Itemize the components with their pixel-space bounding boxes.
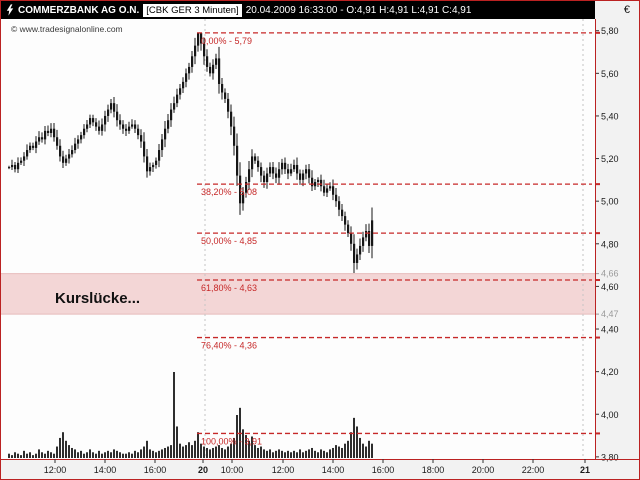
fib-label-0: 0,00% - 5,79 <box>201 36 252 46</box>
x-tick-label: 22:00 <box>522 465 545 475</box>
x-tick-label: 10:00 <box>221 465 244 475</box>
x-tick-label: 21 <box>580 465 590 475</box>
fib-label-4: 76,40% - 4,36 <box>201 341 257 351</box>
currency-unit-label: € <box>595 1 639 19</box>
x-tick-label: 18:00 <box>422 465 445 475</box>
symbol-badge[interactable]: [CBK GER 3 Minuten] <box>143 3 242 17</box>
y-tick-label: 5,00 <box>601 197 619 207</box>
y-tick-label: 5,80 <box>601 26 619 36</box>
x-tick-label: 20:00 <box>472 465 495 475</box>
y-tick-label: 5,40 <box>601 111 619 121</box>
y-tick-label: 3,80 <box>601 452 619 462</box>
instrument-title: COMMERZBANK AG O.N. <box>18 4 140 16</box>
candlestick-series <box>8 32 374 273</box>
y-tick-label: 4,80 <box>601 239 619 249</box>
gap-price-label: 4,47 <box>601 309 619 319</box>
x-tick-label: 12:00 <box>272 465 295 475</box>
titlebar-content: COMMERZBANK AG O.N. [CBK GER 3 Minuten] … <box>1 1 595 19</box>
fib-label-2: 50,00% - 4,85 <box>201 236 257 246</box>
fib-label-3: 61,80% - 4,63 <box>201 283 257 293</box>
lightning-icon <box>6 4 14 16</box>
x-tick-label: 16:00 <box>372 465 395 475</box>
watermark: © www.tradesignalonline.com <box>11 24 123 34</box>
y-tick-label: 5,20 <box>601 154 619 164</box>
x-tick-label: 20 <box>198 465 208 475</box>
gap-price-label: 4,66 <box>601 269 619 279</box>
titlebar: COMMERZBANK AG O.N. [CBK GER 3 Minuten] … <box>1 1 639 19</box>
y-tick-label: 4,60 <box>601 282 619 292</box>
price-chart[interactable]: © www.tradesignalonline.com 0,00% - 5,79 3… <box>1 19 639 479</box>
session-info: 20.04.2009 16:33:00 - O:4,91 H:4,91 L:4,… <box>245 4 472 16</box>
y-tick-label: 4,40 <box>601 325 619 335</box>
gap-annotation: Kurslücke... <box>55 290 140 307</box>
x-tick-label: 14:00 <box>322 465 345 475</box>
y-tick-label: 5,60 <box>601 69 619 79</box>
fib-label-1: 38,20% - 5,08 <box>201 187 257 197</box>
x-tick-label: 14:00 <box>94 465 117 475</box>
x-tick-label: 12:00 <box>44 465 67 475</box>
fib-label-5: 100,00% - 3,91 <box>201 436 262 446</box>
volume-series <box>8 372 373 458</box>
y-tick-label: 4,00 <box>601 410 619 420</box>
y-tick-label: 4,20 <box>601 367 619 377</box>
x-tick-label: 16:00 <box>144 465 167 475</box>
plot-area[interactable] <box>1 19 595 459</box>
